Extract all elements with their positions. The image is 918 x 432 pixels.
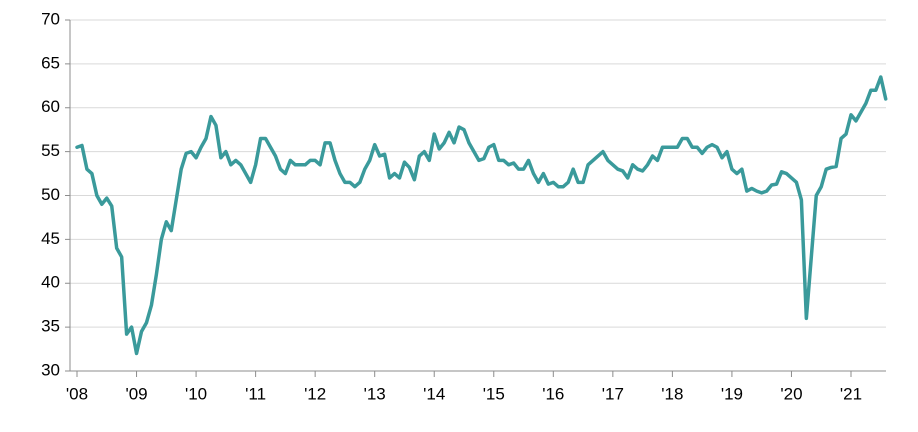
line xyxy=(75,75,888,356)
x-tick-label: '15 xyxy=(483,384,505,403)
x-tick-label: '21 xyxy=(840,384,862,403)
x-tick-label: '18 xyxy=(661,384,683,403)
y-tick-label: 40 xyxy=(41,273,60,292)
x-tick-label: '10 xyxy=(185,384,207,403)
x-tick-label: '20 xyxy=(780,384,802,403)
y-tick-label: 65 xyxy=(41,53,60,72)
x-tick-label: '13 xyxy=(364,384,386,403)
y-tick-label: 55 xyxy=(41,141,60,160)
x-tick-label: '17 xyxy=(602,384,624,403)
x-tick-label: '08 xyxy=(66,384,88,403)
y-tick-label: 45 xyxy=(41,229,60,248)
x-tick-label: '19 xyxy=(721,384,743,403)
x-tick-label: '11 xyxy=(245,384,266,403)
x-tick-label: '14 xyxy=(423,384,445,403)
y-tick-label: 35 xyxy=(41,317,60,336)
x-tick-label: '09 xyxy=(125,384,147,403)
y-tick-label: 30 xyxy=(41,360,60,379)
y-tick-label: 70 xyxy=(41,9,60,28)
x-tick-label: '12 xyxy=(304,384,326,403)
y-tick-label: 60 xyxy=(41,97,60,116)
y-tick-label: 50 xyxy=(41,185,60,204)
x-tick-label: '16 xyxy=(542,384,564,403)
